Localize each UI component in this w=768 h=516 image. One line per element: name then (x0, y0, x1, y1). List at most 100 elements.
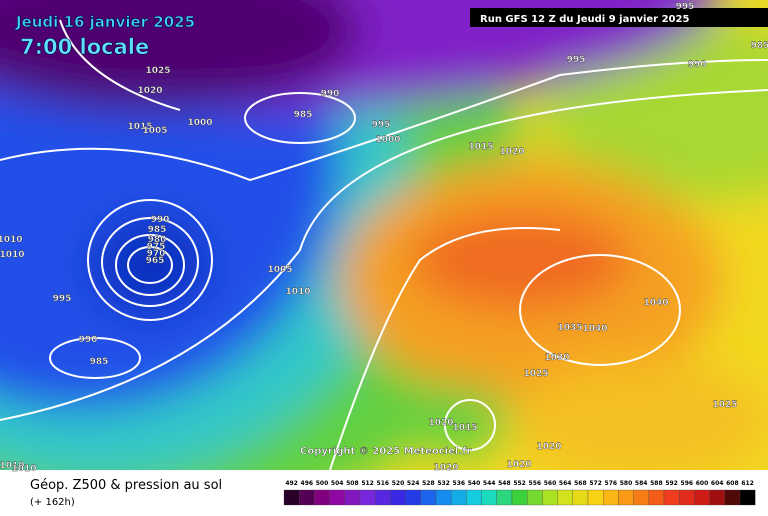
scale-swatch (739, 489, 756, 506)
isobar-label: 1015 (127, 122, 152, 132)
scale-label: 568 (574, 480, 587, 487)
scale-label: 496 (301, 480, 314, 487)
isobar-label: 985 (294, 110, 313, 120)
scale-swatch (618, 489, 634, 506)
isobar-label: 995 (372, 120, 391, 130)
scale-label: 588 (650, 480, 663, 487)
isobar-label: 970 (147, 249, 166, 259)
isobar-label: 1030 (544, 353, 569, 363)
scale-swatch (344, 489, 361, 506)
isobar-label: 990 (321, 89, 340, 99)
isobar-label: 1025 (523, 369, 548, 379)
isobar-label: 1040 (643, 298, 668, 308)
scale-label: 596 (681, 480, 694, 487)
scale-label: 540 (468, 480, 481, 487)
scale-label: 544 (483, 480, 496, 487)
isobar-label: 1010 (0, 250, 25, 260)
scale-label: 600 (696, 480, 709, 487)
scale-swatch (709, 489, 725, 506)
isobar-label: 995 (567, 55, 586, 65)
scale-label: 576 (605, 480, 618, 487)
scale-swatch (435, 489, 452, 506)
isobar-label: 985 (90, 357, 109, 367)
run-box (470, 8, 768, 27)
isobar-label: 995 (676, 2, 695, 12)
isobar-label: 985 (751, 41, 768, 51)
scale-label: 504 (331, 480, 344, 487)
isobar-label: 1020 (506, 460, 531, 470)
isobar-label: 1000 (187, 118, 212, 128)
isobar-label: 995 (53, 294, 72, 304)
isobar-label: 1020 (536, 442, 561, 452)
scale-label: 532 (437, 480, 450, 487)
isobar-label: 1010 (285, 287, 310, 297)
isobar-label: 1025 (712, 400, 737, 410)
scale-swatch (359, 489, 376, 506)
scale-label: 604 (711, 480, 724, 487)
scale-swatch (420, 489, 437, 506)
scale-label: 492 (285, 480, 298, 487)
scale-label: 572 (589, 480, 602, 487)
date: Jeudi 16 janvier 2025 (15, 13, 195, 31)
scale-swatch (466, 489, 482, 506)
scale-swatch (572, 489, 589, 506)
isobar-label: 1010 (11, 464, 36, 474)
scale-swatch (679, 489, 695, 506)
scale-label: 536 (453, 480, 466, 487)
scale-swatch (557, 489, 573, 506)
footer-title: Géop. Z500 & pression au sol (30, 478, 222, 493)
scale-swatch (663, 489, 680, 506)
scale-label: 592 (665, 480, 678, 487)
scale-swatch (405, 489, 421, 506)
scale-label: 512 (361, 480, 374, 487)
isobar-label: 965 (146, 256, 165, 266)
scale-label: 500 (316, 480, 329, 487)
time: 7:00 locale (20, 35, 149, 59)
scale-swatch (299, 489, 315, 506)
scale-label: 560 (544, 480, 557, 487)
scale-label: 608 (726, 480, 739, 487)
isobar-label: 1005 (142, 126, 167, 136)
scale-label: 556 (529, 480, 542, 487)
scale-swatch (375, 489, 391, 506)
isobar-label: 1000 (375, 135, 400, 145)
isobar-label: 990 (151, 215, 170, 225)
scale-label: 552 (513, 480, 526, 487)
isobar-labels: 1025102010151005100099098599510009959959… (0, 2, 768, 474)
scale-label: 528 (422, 480, 435, 487)
isobar-label: 1040 (582, 324, 607, 334)
scale-swatch (314, 489, 330, 506)
scale-swatch (694, 489, 710, 506)
scale-swatch (451, 489, 467, 506)
scale-label: 548 (498, 480, 511, 487)
scale-swatch (329, 489, 345, 506)
scale-swatch (587, 489, 604, 506)
isobar-label: 1010 (0, 461, 25, 471)
copyright: Copyright © 2025 Meteociel.fr (300, 446, 471, 457)
isobar-label: 975 (147, 242, 166, 252)
isobar-label: 980 (148, 235, 167, 245)
isobar-label: 1020 (428, 418, 453, 428)
isobar-label: 1010 (0, 235, 23, 245)
scale-label: 508 (346, 480, 359, 487)
isobar-label: 990 (688, 60, 707, 70)
scale-label: 516 (377, 480, 390, 487)
scale-swatch (724, 489, 741, 506)
scale-label: 580 (620, 480, 633, 487)
scale-swatch (603, 489, 619, 506)
isobar-label: 1015 (468, 142, 493, 152)
isobar-label: 1005 (267, 265, 292, 275)
isobar-label: 1020 (433, 463, 458, 473)
isobar-label: 1020 (499, 147, 524, 157)
scale-swatch (648, 489, 665, 506)
scale-swatch (481, 489, 497, 506)
isobar-label: 1035 (557, 323, 582, 333)
color-scale: 492 496 500 504 508 512 516 520 524 528 532 536 540 5… (283, 480, 756, 506)
isobar-label: 1025 (145, 66, 170, 76)
scale-label: 612 (741, 480, 754, 487)
scale-label: 564 (559, 480, 572, 487)
scale-swatch (527, 489, 543, 506)
scale-swatch (511, 489, 528, 506)
